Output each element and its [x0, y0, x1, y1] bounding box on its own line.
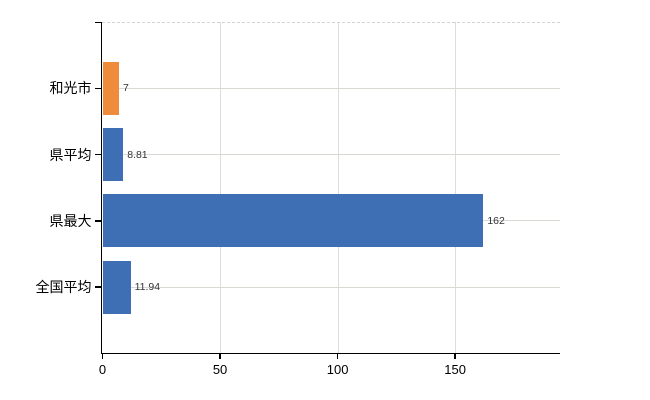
value-label: 7	[122, 82, 129, 95]
y-axis-tick	[94, 286, 101, 288]
category-label-和光市: 和光市	[49, 80, 92, 97]
category-gridline	[102, 87, 560, 89]
y-axis-tick	[94, 220, 101, 222]
value-label: 8.81	[127, 148, 148, 161]
category-label-県最大: 県最大	[49, 212, 92, 229]
x-gridline-150	[455, 22, 457, 354]
x-axis-tick	[219, 353, 221, 359]
plot-top-gridline	[101, 22, 560, 23]
x-tick-label-150: 150	[444, 361, 466, 377]
category-label-全国平均: 全国平均	[35, 279, 92, 296]
y-axis-end-tick	[94, 21, 101, 23]
x-tick-label-0: 0	[98, 361, 107, 377]
x-axis-line	[100, 352, 560, 355]
y-axis-line	[100, 22, 103, 354]
value-label: 11.94	[134, 281, 161, 294]
category-label-県平均: 県平均	[49, 146, 92, 163]
x-gridline-50	[220, 22, 222, 354]
bar-県最大[interactable]	[102, 194, 484, 248]
value-label: 162	[487, 214, 505, 227]
x-axis-tick	[336, 353, 339, 359]
x-tick-label-50: 50	[212, 361, 228, 377]
x-axis-tick	[101, 353, 104, 359]
y-axis-tick	[94, 87, 101, 90]
category-gridline	[102, 286, 560, 288]
y-axis-tick	[94, 153, 101, 156]
x-axis-tick	[454, 353, 456, 359]
x-tick-label-100: 100	[326, 361, 349, 377]
x-gridline-100	[337, 22, 339, 354]
bar-県平均[interactable]	[102, 128, 124, 182]
category-gridline	[102, 154, 560, 156]
bar-和光市[interactable]	[102, 61, 119, 115]
bar-全国平均[interactable]	[102, 260, 131, 314]
